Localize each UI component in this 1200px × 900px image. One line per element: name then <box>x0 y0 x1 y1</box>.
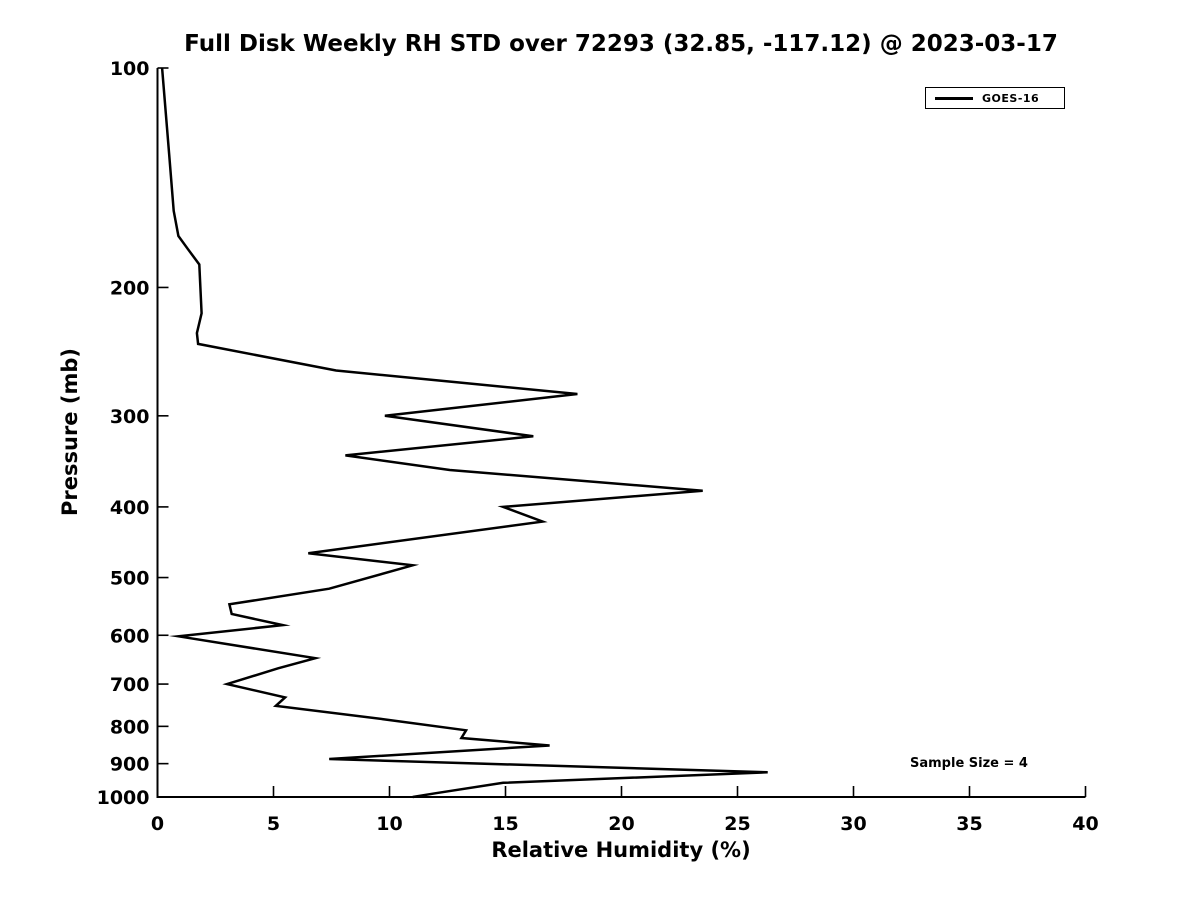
x-tick-label: 10 <box>376 813 402 835</box>
x-tick-label: 25 <box>724 813 750 835</box>
chart-title: Full Disk Weekly RH STD over 72293 (32.8… <box>184 31 1058 57</box>
sample-size-annotation: Sample Size = 4 <box>910 756 1028 771</box>
y-tick-label: 100 <box>110 58 150 80</box>
x-tick-label: 40 <box>1072 813 1098 835</box>
y-tick-label: 400 <box>110 497 150 519</box>
x-tick-label: 35 <box>956 813 982 835</box>
x-tick-label: 30 <box>840 813 866 835</box>
y-tick-label: 300 <box>110 406 150 428</box>
y-tick-label: 500 <box>110 568 150 590</box>
x-tick-label: 5 <box>267 813 280 835</box>
y-axis-label: Pressure (mb) <box>58 348 82 516</box>
legend-line-sample <box>935 96 973 100</box>
x-axis-label: Relative Humidity (%) <box>491 838 751 862</box>
x-tick-label: 0 <box>151 813 164 835</box>
y-tick-label: 700 <box>110 674 150 696</box>
y-tick-label: 800 <box>110 716 150 738</box>
legend-label: GOES-16 <box>982 91 1040 105</box>
x-tick-label: 20 <box>608 813 634 835</box>
rh-std-curve <box>160 67 768 799</box>
y-tick-label: 1000 <box>97 787 150 809</box>
x-tick-label: 15 <box>492 813 518 835</box>
y-tick-label: 200 <box>110 277 150 299</box>
y-tick-label: 900 <box>110 754 150 776</box>
y-tick-label: 600 <box>110 625 150 647</box>
legend-box: GOES-16 <box>925 87 1065 109</box>
